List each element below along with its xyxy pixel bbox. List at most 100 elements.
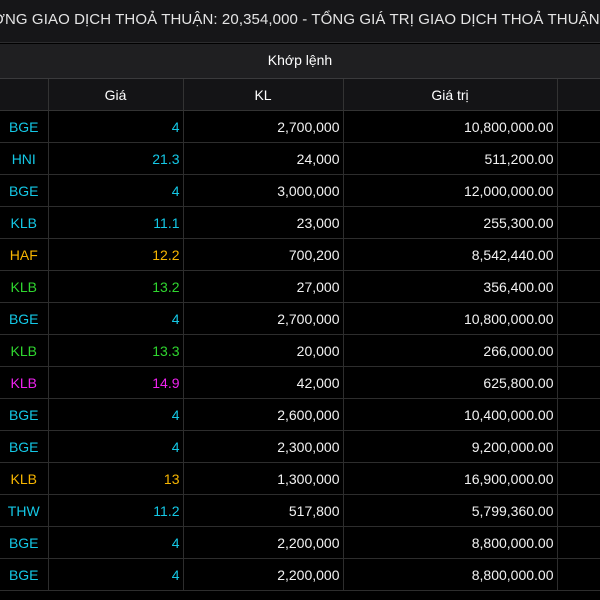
cell-symbol: BGE [0,398,49,431]
table-row[interactable]: KLB 13 1,300,000 16,900,000.00 [0,462,600,495]
cell-value: 8,800,000.00 [343,558,558,591]
table-row[interactable]: BGE 4 2,700,000 10,800,000.00 [0,302,600,335]
cell-value: 266,000.00 [343,334,558,367]
cell-extra [557,238,600,271]
table-row[interactable]: BGE 4 2,200,000 8,800,000.00 [0,526,600,559]
table-row[interactable]: HNI 21.3 24,000 511,200.00 [0,142,600,175]
cell-price: 4 [48,430,184,463]
cell-volume: 700,200 [183,238,344,271]
cell-extra [557,270,600,303]
cell-symbol: BGE [0,110,49,143]
cell-value: 625,800.00 [343,366,558,399]
cell-volume: 24,000 [183,142,344,175]
cell-volume: 2,700,000 [183,302,344,335]
cell-price: 21.3 [48,142,184,175]
ticker-bar: ỢNG GIAO DỊCH THOẢ THUẬN: 20,354,000 - T… [0,0,600,43]
cell-price: 13.2 [48,270,184,303]
table-row[interactable]: KLB 13.2 27,000 356,400.00 [0,270,600,303]
cell-symbol: THW [0,494,49,527]
table-row[interactable]: BGE 4 2,600,000 10,400,000.00 [0,398,600,431]
cell-extra [557,398,600,431]
header-extra [557,79,600,111]
table-row[interactable]: BGE 4 3,000,000 12,000,000.00 [0,174,600,207]
cell-price: 13 [48,462,184,495]
table-row[interactable]: HAF 12.2 700,200 8,542,440.00 [0,238,600,271]
cell-value: 255,300.00 [343,206,558,239]
cell-price: 4 [48,302,184,335]
cell-extra [557,430,600,463]
cell-value: 8,800,000.00 [343,526,558,559]
cell-extra [557,366,600,399]
cell-price: 11.1 [48,206,184,239]
cell-symbol: BGE [0,526,49,559]
cell-value: 10,800,000.00 [343,302,558,335]
header-volume: KL [183,79,344,111]
cell-volume: 2,200,000 [183,526,344,559]
cell-symbol: KLB [0,334,49,367]
cell-price: 11.2 [48,494,184,527]
section-header: Khớp lệnh [0,44,600,79]
cell-value: 10,400,000.00 [343,398,558,431]
cell-volume: 42,000 [183,366,344,399]
cell-value: 12,000,000.00 [343,174,558,207]
cell-price: 12.2 [48,238,184,271]
cell-price: 4 [48,174,184,207]
cell-symbol: HNI [0,142,49,175]
cell-extra [557,494,600,527]
table-row[interactable]: KLB 13.3 20,000 266,000.00 [0,334,600,367]
header-symbol [0,79,49,111]
cell-symbol: BGE [0,174,49,207]
table-header-row: Giá KL Giá trị [0,79,600,111]
table-row[interactable]: THW 11.2 517,800 5,799,360.00 [0,494,600,527]
table-row[interactable]: BGE 4 2,700,000 10,800,000.00 [0,110,600,143]
cell-price: 4 [48,558,184,591]
cell-extra [557,206,600,239]
table-row[interactable]: BGE 4 2,300,000 9,200,000.00 [0,430,600,463]
cell-volume: 2,700,000 [183,110,344,143]
cell-volume: 2,300,000 [183,430,344,463]
cell-price: 4 [48,398,184,431]
cell-extra [557,302,600,335]
cell-extra [557,142,600,175]
cell-extra [557,526,600,559]
cell-symbol: KLB [0,270,49,303]
cell-symbol: KLB [0,366,49,399]
header-value: Giá trị [343,79,558,111]
cell-symbol: BGE [0,302,49,335]
cell-volume: 1,300,000 [183,462,344,495]
cell-extra [557,462,600,495]
table-row[interactable]: KLB 11.1 23,000 255,300.00 [0,206,600,239]
header-price: Giá [48,79,184,111]
matched-orders-table: Giá KL Giá trị BGE 4 2,700,000 10,800,000.0… [0,79,600,591]
table-row[interactable]: BGE 4 2,200,000 8,800,000.00 [0,558,600,591]
cell-price: 13.3 [48,334,184,367]
cell-volume: 2,600,000 [183,398,344,431]
section-title: Khớp lệnh [267,52,333,68]
cell-symbol: KLB [0,462,49,495]
cell-price: 14.9 [48,366,184,399]
cell-symbol: KLB [0,206,49,239]
cell-value: 10,800,000.00 [343,110,558,143]
cell-value: 356,400.00 [343,270,558,303]
cell-volume: 20,000 [183,334,344,367]
cell-extra [557,110,600,143]
cell-value: 16,900,000.00 [343,462,558,495]
cell-value: 5,799,360.00 [343,494,558,527]
cell-volume: 23,000 [183,206,344,239]
table-row[interactable]: KLB 14.9 42,000 625,800.00 [0,366,600,399]
cell-extra [557,558,600,591]
cell-price: 4 [48,526,184,559]
cell-symbol: BGE [0,558,49,591]
cell-symbol: HAF [0,238,49,271]
cell-value: 8,542,440.00 [343,238,558,271]
cell-volume: 3,000,000 [183,174,344,207]
cell-symbol: BGE [0,430,49,463]
cell-volume: 27,000 [183,270,344,303]
cell-extra [557,334,600,367]
cell-volume: 2,200,000 [183,558,344,591]
cell-extra [557,174,600,207]
cell-value: 511,200.00 [343,142,558,175]
cell-volume: 517,800 [183,494,344,527]
cell-price: 4 [48,110,184,143]
ticker-text: ỢNG GIAO DỊCH THOẢ THUẬN: 20,354,000 - T… [0,11,600,28]
